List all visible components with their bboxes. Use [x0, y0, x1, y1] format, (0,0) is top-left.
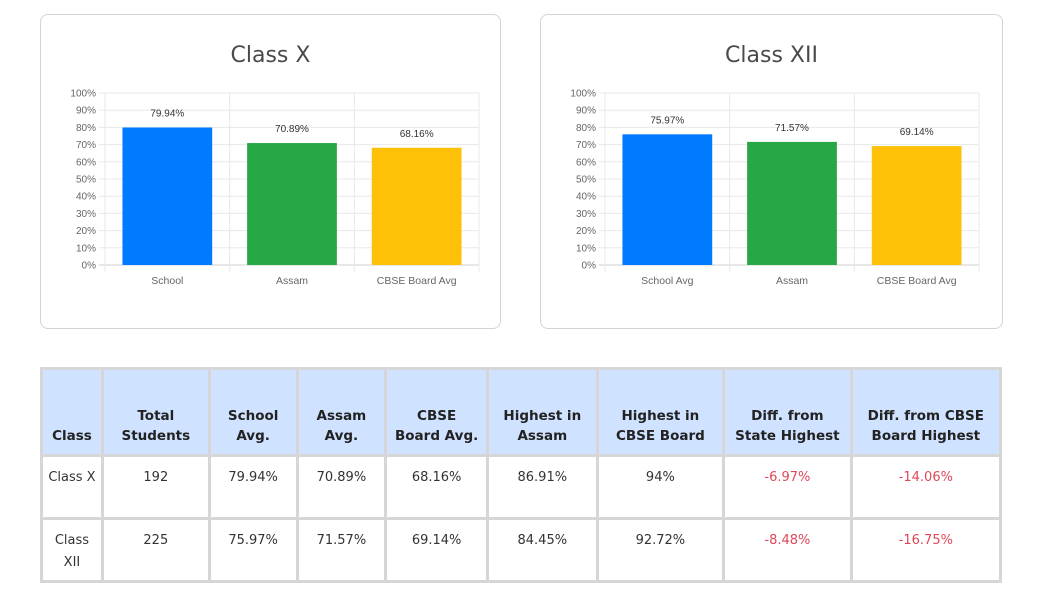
y-tick-label: 50%	[576, 175, 596, 186]
cell-class: Class XII	[40, 517, 104, 583]
data-label: 70.89%	[275, 124, 309, 135]
y-tick-label: 0%	[82, 261, 97, 272]
header-highest-in-assam: Highest in Assam	[485, 367, 599, 457]
cell-school-avg: 79.94%	[207, 454, 299, 520]
y-tick-label: 60%	[576, 157, 596, 168]
header-assam-avg: Assam Avg.	[295, 367, 388, 457]
cell-diff-cbse-highest: -16.75%	[849, 517, 1003, 583]
cell-highest-in-assam: 84.45%	[485, 517, 599, 583]
y-tick-label: 50%	[76, 175, 96, 186]
y-tick-label: 60%	[76, 157, 96, 168]
table-header-row: Class Total Students School Avg. Assam A…	[40, 367, 1003, 457]
chart-title: Class XII	[725, 43, 818, 68]
cell-total-students: 192	[100, 454, 211, 520]
x-category-label: CBSE Board Avg	[377, 275, 457, 287]
y-tick-label: 20%	[576, 226, 596, 237]
x-category-label: School	[151, 275, 183, 287]
y-tick-label: 100%	[570, 89, 596, 100]
class-xii-chart-card: Class XII 0% 10% 20% 30% 40% 50% 60% 70% 80% 90% 1…	[540, 14, 1003, 329]
x-category-label: Assam	[776, 275, 808, 287]
y-tick-label: 40%	[76, 192, 96, 203]
header-cbse-board-avg: CBSE Board Avg.	[384, 367, 489, 457]
cell-diff-cbse-highest: -14.06%	[849, 454, 1003, 520]
class-x-bar-chart: 0% 10% 20% 30% 40% 50% 60% 70% 80% 90% 100% 79.94% S…	[70, 89, 480, 287]
class-xii-bar-chart: 0% 10% 20% 30% 40% 50% 60% 70% 80% 90% 100% 75.97% S…	[570, 89, 980, 287]
x-category-label: School Avg	[641, 275, 694, 287]
x-category-label: CBSE Board Avg	[877, 275, 957, 287]
cell-school-avg: 75.97%	[207, 517, 299, 583]
cell-assam-avg: 71.57%	[295, 517, 388, 583]
y-tick-label: 70%	[76, 140, 96, 151]
y-tick-label: 80%	[576, 123, 596, 134]
header-school-avg: School Avg.	[207, 367, 299, 457]
y-tick-label: 30%	[576, 209, 596, 220]
cell-cbse-board-avg: 68.16%	[384, 454, 489, 520]
data-label: 71.57%	[775, 123, 809, 134]
x-category-label: Assam	[276, 275, 308, 287]
y-tick-label: 40%	[576, 192, 596, 203]
class-x-chart-card: Class X 0% 10% 20% 30% 40% 50% 60% 70% 80% 90% 100…	[40, 14, 501, 329]
y-tick-label: 90%	[576, 106, 596, 117]
y-tick-label: 10%	[576, 243, 596, 254]
bar-assam	[747, 141, 837, 265]
bar-school	[122, 127, 213, 265]
cell-diff-state-highest: -6.97%	[722, 454, 853, 520]
header-diff-cbse-highest: Diff. from CBSE Board Highest	[849, 367, 1003, 457]
bar-cbse-board-avg	[371, 147, 462, 265]
chart-title: Class X	[230, 43, 311, 68]
header-highest-in-cbse-board: Highest in CBSE Board	[595, 367, 726, 457]
data-label: 79.94%	[150, 109, 184, 120]
data-label: 75.97%	[650, 115, 684, 126]
y-tick-label: 80%	[76, 123, 96, 134]
header-total-students: Total Students	[100, 367, 211, 457]
cell-class: Class X	[40, 454, 104, 520]
header-class: Class	[40, 367, 104, 457]
cell-highest-in-cbse-board: 92.72%	[595, 517, 726, 583]
bar-school-avg	[622, 134, 713, 265]
data-label: 68.16%	[400, 129, 434, 140]
cell-cbse-board-avg: 69.14%	[384, 517, 489, 583]
y-tick-label: 30%	[76, 209, 96, 220]
cell-highest-in-assam: 86.91%	[485, 454, 599, 520]
y-tick-label: 0%	[582, 261, 597, 272]
y-tick-label: 70%	[576, 140, 596, 151]
results-comparison-table: Class Total Students School Avg. Assam A…	[40, 367, 1003, 583]
table-row: Class XII 225 75.97% 71.57% 69.14% 84.45…	[40, 517, 1003, 583]
data-label: 69.14%	[900, 127, 934, 138]
cell-total-students: 225	[100, 517, 211, 583]
cell-assam-avg: 70.89%	[295, 454, 388, 520]
y-tick-label: 10%	[76, 243, 96, 254]
cell-diff-state-highest: -8.48%	[722, 517, 853, 583]
bar-assam	[247, 143, 337, 265]
y-tick-label: 90%	[76, 106, 96, 117]
table-row: Class X 192 79.94% 70.89% 68.16% 86.91% …	[40, 454, 1003, 520]
bar-cbse-board-avg	[871, 146, 962, 265]
cell-highest-in-cbse-board: 94%	[595, 454, 726, 520]
y-tick-label: 100%	[70, 89, 96, 100]
y-tick-label: 20%	[76, 226, 96, 237]
header-diff-state-highest: Diff. from State Highest	[722, 367, 853, 457]
